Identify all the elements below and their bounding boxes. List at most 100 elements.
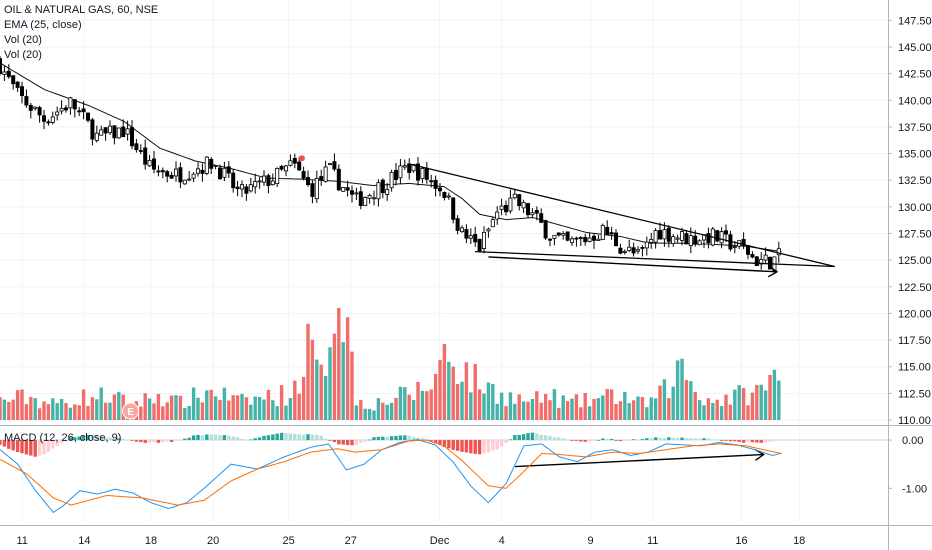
macd-hist-bar-106 — [464, 440, 469, 453]
earnings-badge[interactable]: E — [122, 402, 140, 420]
candle-body-92 — [402, 165, 407, 168]
macd-hist-bar-91 — [398, 435, 403, 441]
candle-body-114 — [499, 205, 504, 210]
candle-body-68 — [297, 161, 302, 171]
candle-body-163 — [715, 230, 720, 242]
volume-bar-108 — [473, 363, 477, 420]
candle-body-159 — [697, 240, 702, 246]
volume-bar-7 — [29, 396, 33, 420]
candle-body-140 — [614, 232, 619, 247]
trendline-drawings — [410, 163, 835, 468]
macd-hist-bar-111 — [486, 440, 491, 453]
volume-bar-141 — [618, 401, 623, 420]
macd-hist-bar-65 — [284, 433, 288, 441]
volume-bar-79 — [345, 317, 350, 420]
volume-bar-161 — [706, 398, 711, 420]
macd-hist-bar-90 — [394, 435, 398, 441]
volume-bar-23 — [99, 387, 103, 420]
price-tick-label-15: 110.00 — [898, 415, 931, 427]
macd-hist-bar-175 — [768, 440, 772, 442]
macd-hist-bar-87 — [381, 436, 385, 441]
price-tick-label-2: 142.50 — [898, 69, 932, 81]
macd-hist-bar-24 — [103, 437, 108, 441]
candle-body-97 — [424, 167, 429, 180]
macd-hist-bar-142 — [623, 440, 627, 441]
volume-bar-52 — [227, 400, 231, 420]
candle-body-170 — [746, 245, 751, 255]
volume-bar-72 — [315, 359, 319, 420]
volume-bar-143 — [627, 403, 631, 420]
candle-body-172 — [754, 256, 759, 267]
macd-legend[interactable]: MACD (12, 26, close, 9) — [4, 432, 122, 444]
price-tick-label-4: 137.50 — [898, 122, 932, 134]
candle-body-27 — [116, 127, 121, 139]
macd-hist-bar-16 — [68, 437, 73, 441]
volume-legend-2[interactable]: Vol (20) — [4, 49, 42, 61]
volume-bar-12 — [51, 398, 55, 420]
volume-bar-149 — [653, 398, 658, 420]
volume-bar-123 — [539, 402, 543, 420]
volume-bar-10 — [42, 401, 46, 420]
price-tick-label-1: 145.00 — [898, 42, 932, 54]
macd-hist-bar-116 — [508, 439, 513, 441]
candle-body-165 — [724, 230, 729, 235]
ema-legend[interactable]: EMA (25, close) — [4, 19, 82, 31]
volume-bar-64 — [279, 385, 284, 420]
volume-bar-97 — [425, 391, 429, 420]
macd-hist-bar-71 — [310, 434, 315, 441]
earnings-badge-label: E — [127, 407, 134, 418]
volume-bar-95 — [416, 381, 420, 420]
macd-hist-bar-100 — [438, 440, 442, 446]
macd-hist-bar-145 — [636, 439, 640, 441]
volume-bar-56 — [244, 397, 249, 420]
macd-hist-bar-69 — [301, 434, 306, 441]
candlesticks — [0, 56, 781, 272]
volume-bar-148 — [649, 397, 653, 420]
macd-hist-bar-18 — [77, 436, 81, 441]
time-tick-label-1: 14 — [78, 535, 90, 547]
candle-body-19 — [81, 108, 86, 113]
volume-bar-98 — [429, 389, 433, 420]
volume-bar-75 — [328, 347, 332, 420]
volume-bar-19 — [81, 389, 86, 420]
volume-bars — [0, 307, 781, 420]
macd-hist-bar-102 — [447, 440, 451, 449]
volume-bar-137 — [601, 395, 605, 420]
volume-bar-70 — [306, 323, 310, 420]
candle-body-147 — [644, 241, 649, 249]
volume-bar-24 — [103, 402, 108, 420]
volume-bar-86 — [376, 398, 381, 420]
macd-hist-bar-14 — [59, 440, 64, 444]
volume-bar-116 — [508, 392, 513, 420]
candle-body-48 — [209, 158, 214, 169]
macd-hist-bar-75 — [328, 440, 332, 441]
candle-body-118 — [517, 194, 522, 207]
macd-hist-bar-143 — [627, 440, 631, 441]
candle-body-116 — [508, 197, 513, 212]
volume-bar-159 — [697, 400, 702, 420]
candle-body-99 — [433, 179, 438, 189]
volume-bar-114 — [499, 392, 504, 420]
candle-body-77 — [336, 168, 341, 191]
volume-bar-78 — [341, 342, 345, 420]
macd-hist-bar-151 — [662, 438, 667, 441]
volume-bar-57 — [249, 404, 253, 420]
macd-hist-bar-51 — [222, 435, 227, 441]
macd-hist-bar-58 — [253, 438, 257, 441]
macd-hist-bar-46 — [200, 435, 205, 441]
volume-bar-8 — [33, 398, 37, 420]
candle-body-84 — [367, 194, 372, 199]
macd-hist-bar-115 — [504, 440, 508, 443]
candle-body-4 — [15, 81, 20, 88]
volume-bar-46 — [200, 402, 205, 420]
symbol-legend[interactable]: OIL & NATURAL GAS, 60, NSE — [4, 4, 159, 16]
volume-bar-21 — [90, 397, 95, 420]
volume-legend[interactable]: Vol (20) — [4, 34, 42, 46]
volume-bar-122 — [535, 391, 539, 420]
candle-body-136 — [596, 238, 601, 241]
candle-body-16 — [68, 97, 73, 109]
macd-hist-bar-28 — [121, 438, 125, 441]
candle-body-128 — [561, 233, 566, 236]
macd-hist-bar-80 — [350, 440, 354, 446]
